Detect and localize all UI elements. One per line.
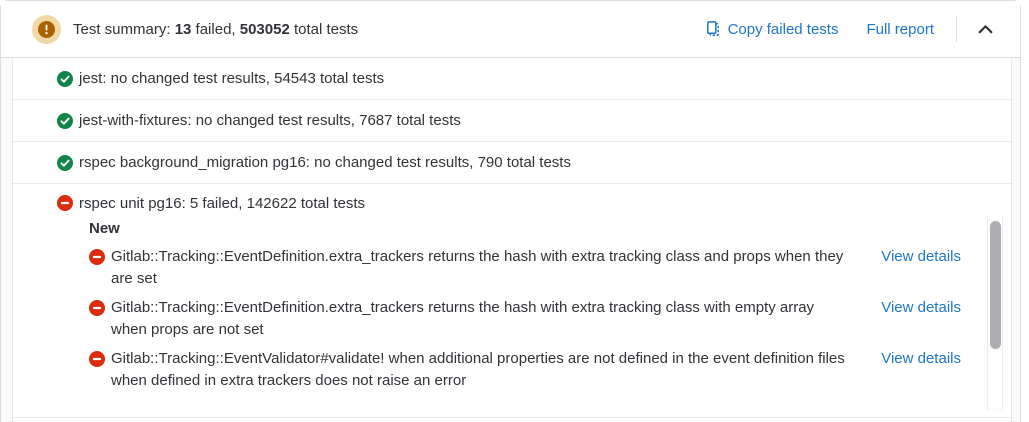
failed-test-name: Gitlab::Tracking::EventValidator#validat…: [111, 350, 845, 389]
copy-to-clipboard-icon: [706, 21, 719, 36]
suite-row-rspec-background-migration: rspec background_migration pg16: no chan…: [13, 142, 1011, 184]
suite-row-rspec-unit: rspec unit pg16: 5 failed, 142622 total …: [13, 184, 1011, 418]
suite-row-jest: jest: no changed test results, 54543 tot…: [13, 58, 1011, 100]
failed-test-name: Gitlab::Tracking::EventDefinition.extra_…: [111, 299, 815, 338]
failed-test-item: Gitlab::Tracking::EventValidator#validat…: [89, 348, 961, 392]
full-report-link[interactable]: Full report: [866, 20, 934, 38]
suite-label: jest-with-fixtures: no changed test resu…: [79, 112, 461, 129]
status-success-icon: [57, 154, 73, 171]
status-failed-icon: [89, 249, 105, 265]
copy-failed-tests-button[interactable]: Copy failed tests: [705, 20, 839, 38]
suite-label: jest: no changed test results, 54543 tot…: [79, 70, 385, 87]
total-count: 503052: [239, 20, 290, 38]
suite-row-jest-with-fixtures: jest-with-fixtures: no changed test resu…: [13, 100, 1011, 142]
status-failed-icon: [89, 300, 105, 316]
header-divider: [956, 16, 957, 42]
failed-tests-section: New Gitlab::Tracking::EventDefinition.ex…: [13, 218, 1011, 392]
test-suite-list: jest: no changed test results, 54543 tot…: [12, 58, 1012, 422]
failed-count: 13: [174, 20, 192, 38]
view-details-link[interactable]: View details: [881, 299, 961, 316]
chevron-up-icon: [978, 25, 993, 34]
view-details-link[interactable]: View details: [881, 248, 961, 265]
status-success-icon: [57, 70, 73, 87]
failed-test-item: Gitlab::Tracking::EventDefinition.extra_…: [89, 246, 961, 290]
suite-label: rspec background_migration pg16: no chan…: [79, 154, 571, 171]
status-failed-icon: [57, 195, 73, 211]
copy-failed-tests-label: Copy failed tests: [727, 20, 839, 38]
total-word: total tests: [293, 20, 359, 38]
failed-test-name: Gitlab::Tracking::EventDefinition.extra_…: [111, 248, 844, 287]
status-failed-icon: [89, 351, 105, 367]
status-warning-icon: [32, 14, 61, 44]
failed-word: failed,: [195, 20, 236, 38]
test-summary-body: jest: no changed test results, 54543 tot…: [1, 58, 1020, 422]
warning-exclamation-icon: [38, 20, 55, 38]
test-summary-title: Test summary: 13 failed, 503052 total te…: [73, 21, 705, 38]
status-success-icon: [57, 112, 73, 129]
suite-label: rspec unit pg16: 5 failed, 142622 total …: [79, 194, 366, 212]
failed-test-item: Gitlab::Tracking::EventDefinition.extra_…: [89, 297, 961, 341]
test-summary-header: Test summary: 13 failed, 503052 total te…: [1, 1, 1020, 58]
scrollbar-track[interactable]: [987, 216, 1003, 410]
view-details-link[interactable]: View details: [881, 350, 961, 367]
scrollbar-thumb[interactable]: [990, 221, 1001, 349]
title-prefix: Test summary:: [73, 20, 171, 38]
failed-group-label: New: [89, 220, 120, 237]
collapse-button[interactable]: [971, 19, 1000, 39]
suite-title-line: rspec unit pg16: 5 failed, 142622 total …: [13, 184, 1011, 218]
